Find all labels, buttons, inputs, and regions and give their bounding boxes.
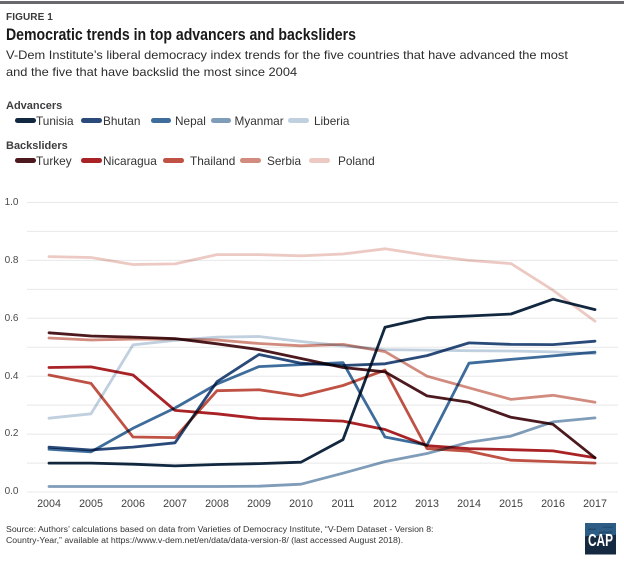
svg-text:CAP: CAP (587, 531, 612, 551)
